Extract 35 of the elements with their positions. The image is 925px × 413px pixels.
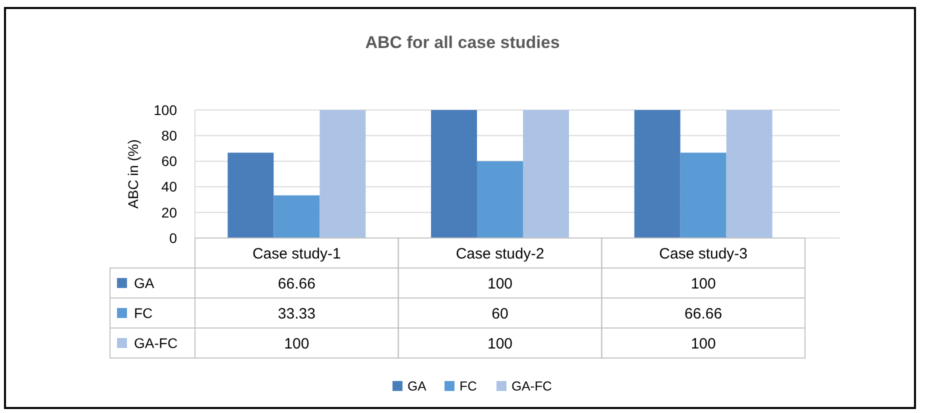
chart-title: ABC for all case studies: [365, 33, 560, 52]
bar: [726, 110, 772, 238]
x-tick-label: Case study-1: [252, 245, 341, 262]
y-tick-label: 80: [161, 128, 178, 144]
data-label: 100: [690, 275, 716, 292]
bar: [274, 195, 320, 238]
text: GA-FC: [134, 334, 178, 351]
x-tick-label: Case study-2: [456, 245, 544, 262]
bar: [477, 161, 523, 238]
text: GA: [408, 378, 426, 394]
y-axis-title: ABC in (%): [125, 139, 141, 209]
bar: [680, 152, 726, 238]
data-label: 100: [487, 335, 513, 352]
data-label: 100: [487, 275, 513, 292]
y-tick-label: 40: [161, 178, 178, 195]
data-label: 66.66: [684, 305, 722, 322]
y-tick-label: 0: [169, 230, 178, 246]
bar: [228, 152, 274, 238]
y-tick-label: 100: [154, 102, 178, 118]
legend-label: FC: [134, 304, 153, 321]
text: FC: [460, 378, 477, 394]
bar: [320, 110, 366, 238]
data-label: 66.66: [278, 275, 316, 292]
bar: [523, 110, 569, 238]
data-label: 100: [690, 335, 716, 352]
data-label: 60: [492, 305, 508, 322]
bar: [634, 110, 680, 238]
x-tick-label: Case study-3: [659, 245, 748, 262]
bar: [431, 110, 477, 238]
y-tick-label: 20: [161, 204, 178, 220]
data-label: 100: [284, 335, 310, 352]
data-label: 33.33: [278, 305, 316, 322]
legend-label: GA: [134, 274, 155, 291]
y-tick-label: 60: [161, 153, 178, 170]
legend-label: GA-FC: [512, 378, 552, 394]
